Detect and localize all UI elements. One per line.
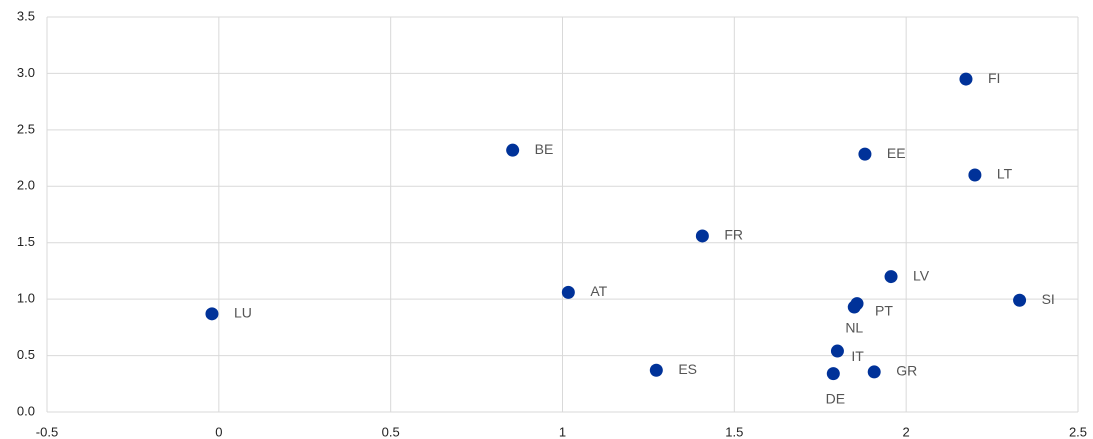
x-tick-label: 1	[559, 424, 566, 439]
x-tick-label: 1.5	[725, 424, 743, 439]
point-label: PT	[875, 302, 893, 318]
point	[649, 363, 663, 377]
point-label: FR	[724, 227, 743, 243]
y-tick-label: 1.0	[17, 291, 35, 306]
point-label: LV	[913, 267, 930, 283]
point	[695, 229, 709, 243]
x-tick-label: 0.5	[382, 424, 400, 439]
point-label: IT	[851, 348, 864, 364]
y-tick-label: 0.0	[17, 403, 35, 418]
point-label: ES	[678, 361, 697, 377]
point-label: LT	[997, 166, 1013, 182]
y-tick-label: 3.0	[17, 65, 35, 80]
x-tick-label: -0.5	[36, 424, 58, 439]
point-label: BE	[535, 141, 554, 157]
point	[884, 270, 898, 284]
y-tick-label: 1.5	[17, 234, 35, 249]
point	[867, 365, 881, 379]
point-label: EE	[887, 145, 906, 161]
point-label: LU	[234, 305, 252, 321]
point	[858, 147, 872, 161]
point	[959, 72, 973, 86]
point	[830, 344, 844, 358]
point-label: DE	[826, 390, 845, 406]
point-label: NL	[845, 320, 863, 336]
point	[561, 285, 575, 299]
x-tick-label: 2.5	[1069, 424, 1087, 439]
point-label: SI	[1042, 291, 1055, 307]
point-label: GR	[896, 363, 917, 379]
point	[205, 307, 219, 321]
point	[826, 367, 840, 381]
y-tick-label: 2.0	[17, 178, 35, 193]
point	[968, 168, 982, 182]
point	[847, 300, 861, 314]
point-label: AT	[590, 283, 607, 299]
y-tick-label: 0.5	[17, 347, 35, 362]
x-tick-label: 2	[903, 424, 910, 439]
y-tick-label: 2.5	[17, 121, 35, 136]
point-label: FI	[988, 70, 1000, 86]
point	[1013, 293, 1027, 307]
point	[506, 143, 520, 157]
x-tick-label: 0	[215, 424, 222, 439]
y-tick-label: 3.5	[17, 8, 35, 23]
